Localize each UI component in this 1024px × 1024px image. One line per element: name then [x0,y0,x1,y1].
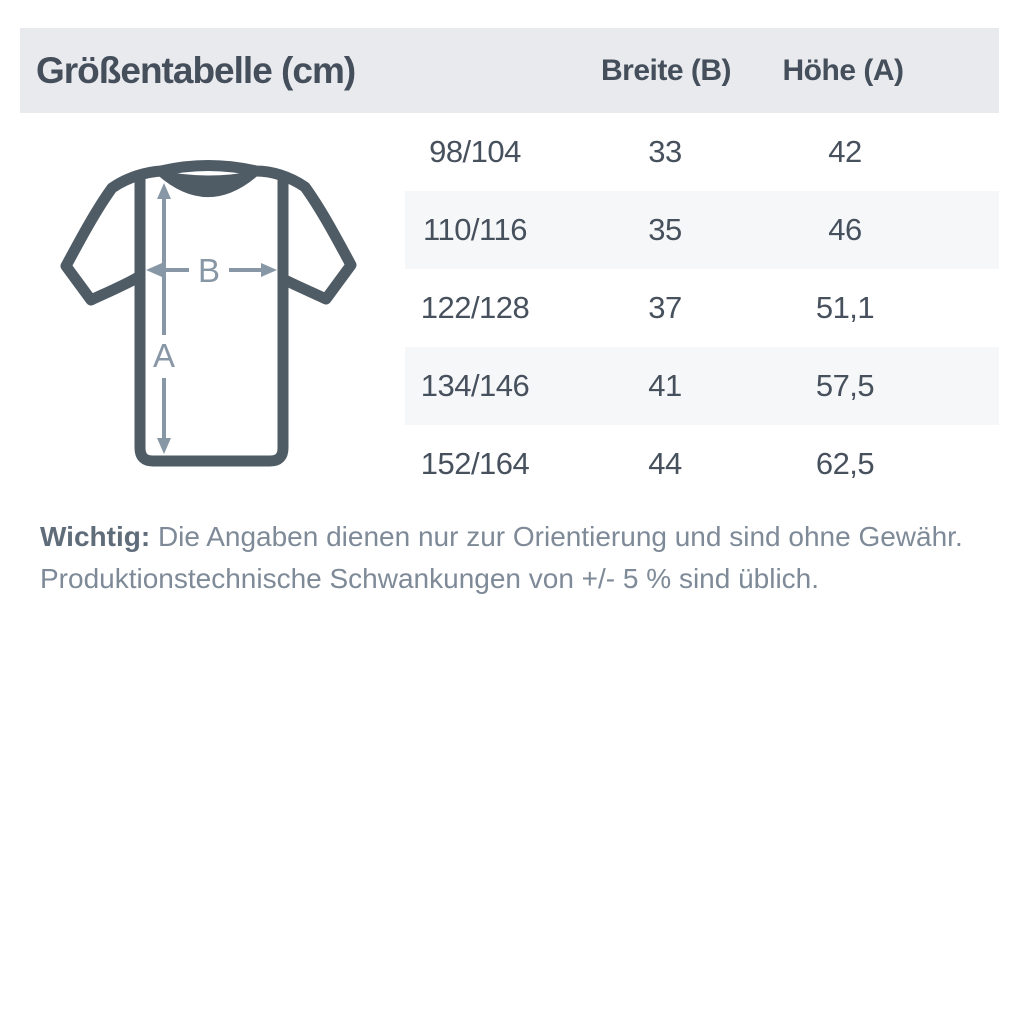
breite-cell: 35 [648,212,682,247]
page-title: Größentabelle (cm) [36,49,356,91]
hoehe-cell: 46 [828,212,862,247]
size-row-152-164: 152/164 44 62,5 [405,425,999,503]
label-b: B [198,252,220,289]
note-text-2: Produktionstechnische Schwankungen von +… [40,563,820,594]
size-cell: 98/104 [429,134,521,169]
size-row-98-104: 98/104 33 42 [405,113,999,191]
size-cell: 122/128 [420,290,530,325]
table-header-bar [20,28,999,113]
size-row-110-116: 110/116 35 46 [405,191,999,269]
disclaimer-note: Wichtig: Die Angaben dienen nur zur Orie… [40,516,963,600]
width-arrow-icon [146,263,277,277]
breite-cell: 37 [648,290,682,325]
size-cell: 134/146 [420,368,530,403]
size-table: 98/104 33 42 110/116 35 46 122/128 37 51,1 134/14… [405,113,999,503]
hoehe-cell: 51,1 [815,290,875,325]
hoehe-cell: 62,5 [815,446,875,481]
tshirt-collar [156,170,260,197]
note-label: Wichtig: [40,521,151,552]
label-a: A [153,337,175,374]
breite-cell: 44 [648,446,682,481]
size-row-134-146: 134/146 41 57,5 [405,347,999,425]
column-header-breite: Breite (B) [600,53,732,87]
height-arrow-icon [157,183,171,454]
breite-cell: 33 [648,134,682,169]
breite-cell: 41 [648,368,682,403]
tshirt-diagram: A B [60,160,357,467]
column-header-hoehe: Höhe (A) [782,53,904,87]
tshirt-outline [60,160,357,467]
size-cell: 110/116 [423,212,527,247]
size-row-122-128: 122/128 37 51,1 [405,269,999,347]
hoehe-cell: 42 [828,134,862,169]
note-line-1: Wichtig: Die Angaben dienen nur zur Orie… [40,516,963,558]
note-text-1: Die Angaben dienen nur zur Orientierung … [157,521,963,552]
size-cell: 152/164 [420,446,530,481]
hoehe-cell: 57,5 [815,368,875,403]
